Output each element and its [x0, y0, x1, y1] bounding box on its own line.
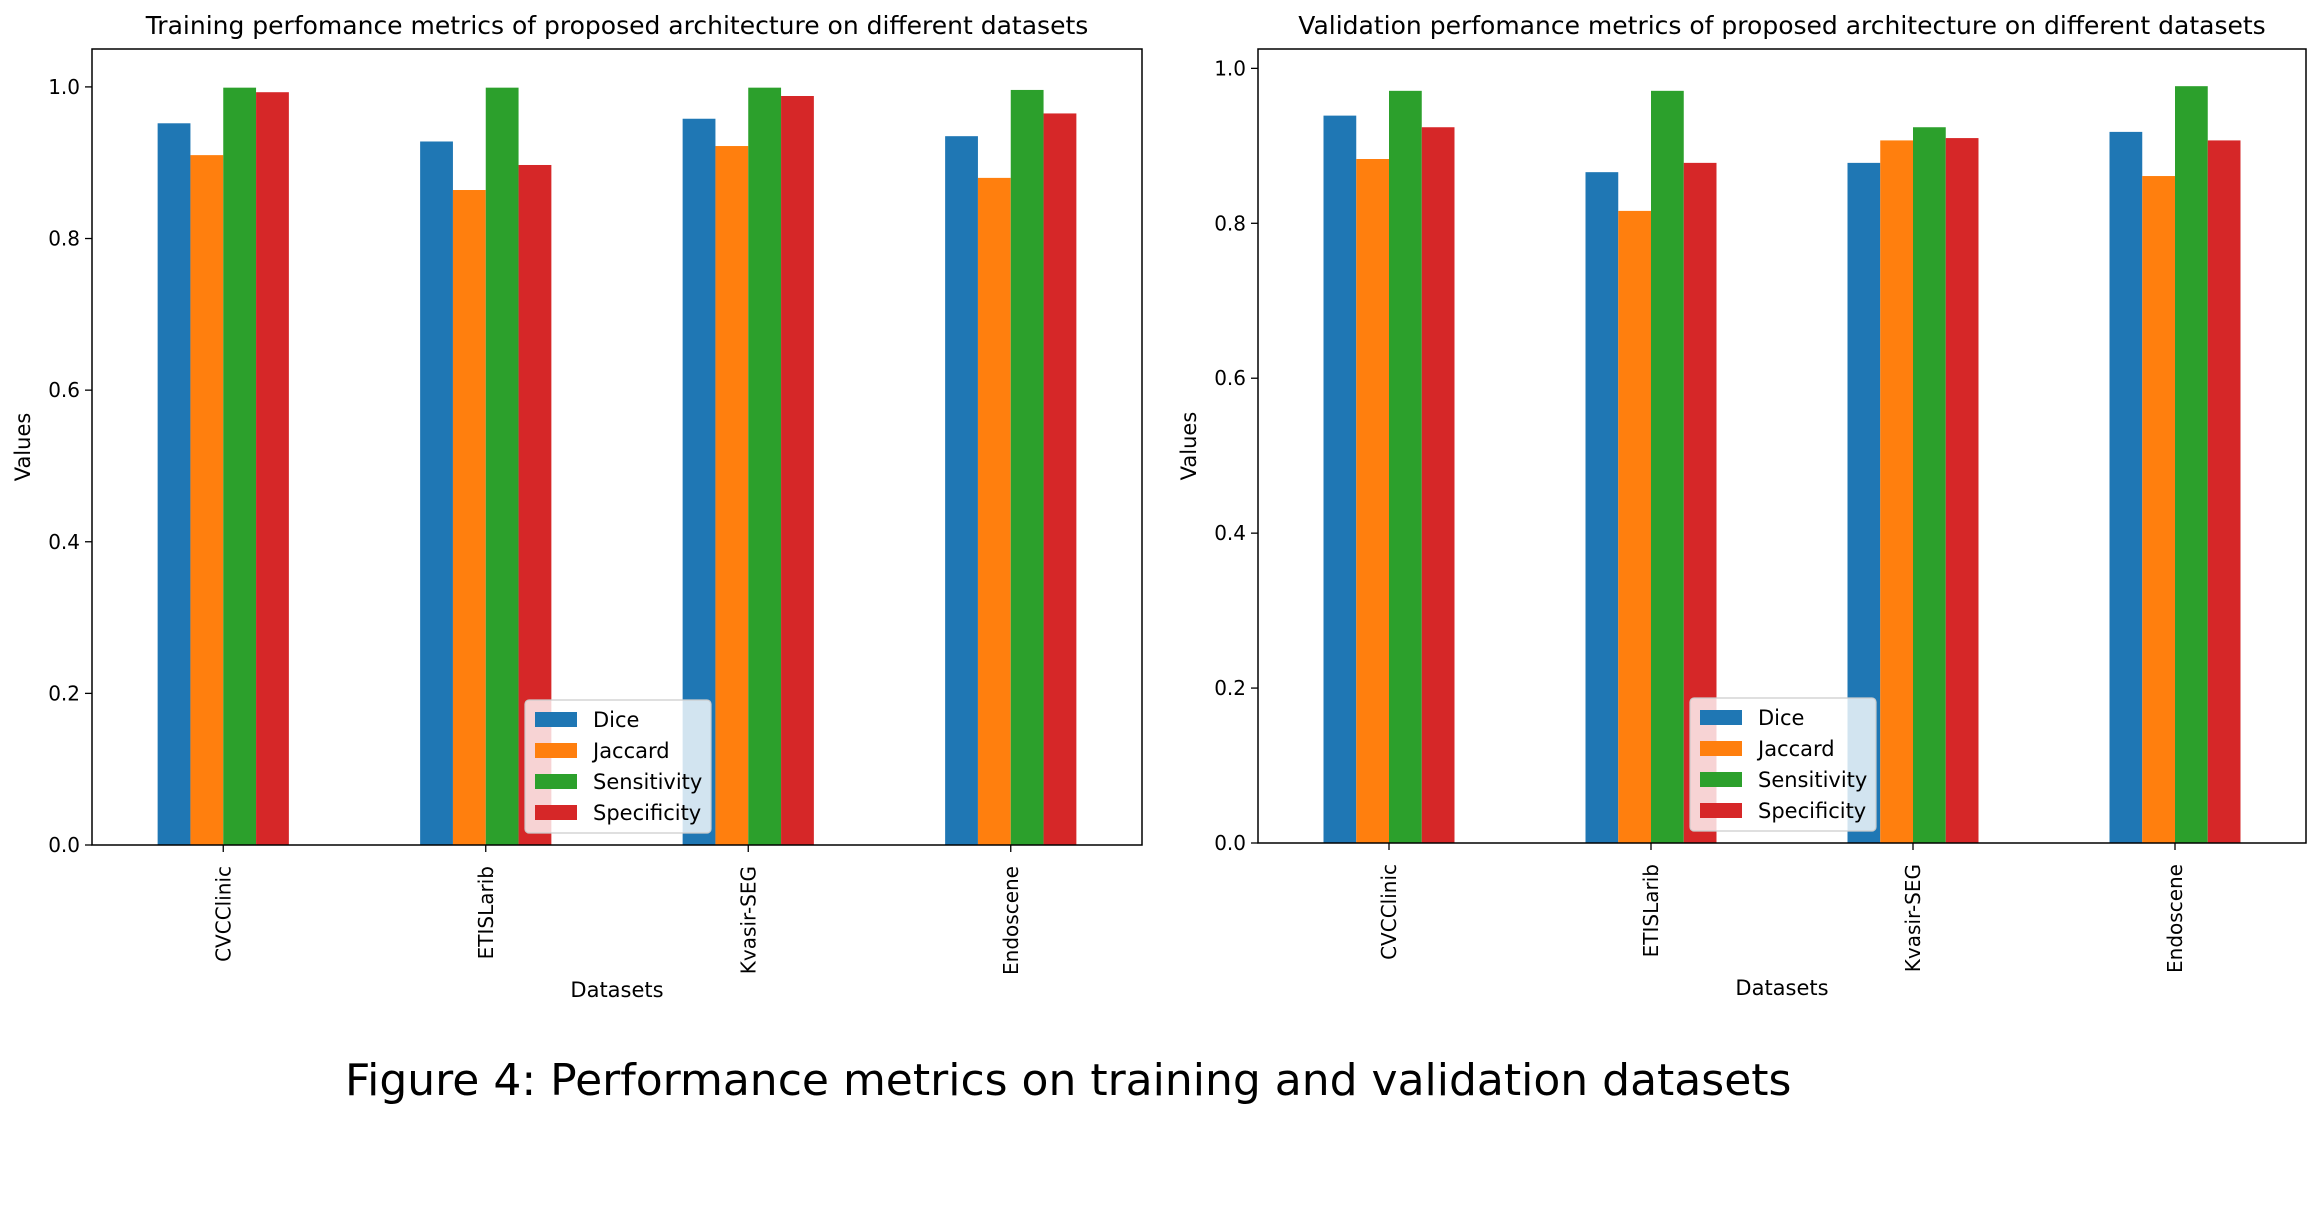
bar-jaccard-etislarib — [452, 190, 486, 845]
legend-label-dice: Dice — [593, 708, 639, 732]
y-tick-label: 0.2 — [1214, 676, 1246, 700]
bar-dice-cvcclinic — [1323, 115, 1357, 844]
bar-sensitivity-kvasir-seg — [748, 87, 782, 845]
x-tick-label-kvasir-seg: Kvasir-SEG — [736, 866, 760, 974]
bar-jaccard-etislarib — [1618, 210, 1651, 843]
x-tick-label-cvcclinic: CVCClinic — [1377, 864, 1401, 960]
y-tick-label: 0.0 — [48, 833, 80, 857]
legend-label-specificity: Specificity — [593, 801, 701, 825]
x-tick-label-cvcclinic: CVCClinic — [211, 866, 235, 962]
bar-jaccard-endoscene — [2142, 176, 2175, 844]
y-tick-label: 1.0 — [1214, 56, 1246, 80]
legend-label-jaccard: Jaccard — [591, 739, 670, 763]
bar-jaccard-cvcclinic — [1356, 159, 1389, 843]
x-tick-label-etislarib: ETISLarib — [474, 866, 498, 959]
plot-frame — [91, 48, 1143, 846]
y-tick-label: 0.2 — [48, 681, 80, 705]
x-axis-label: Datasets — [570, 978, 663, 1002]
y-tick-label: 0.6 — [48, 378, 80, 402]
x-tick-label-etislarib: ETISLarib — [1639, 864, 1663, 957]
bar-jaccard-kvasir-seg — [715, 146, 749, 846]
bar-sensitivity-etislarib — [1651, 90, 1684, 843]
bar-specificity-kvasir-seg — [1945, 138, 1979, 843]
bar-specificity-kvasir-seg — [781, 96, 814, 845]
bar-specificity-cvcclinic — [1421, 127, 1455, 844]
x-tick-label-endoscene: Endoscene — [2163, 864, 2187, 973]
legend-box — [524, 699, 712, 834]
bar-dice-etislarib — [420, 141, 453, 846]
legend: Dice Jaccard Sensitivity Specificity — [1689, 697, 1877, 832]
bar-jaccard-kvasir-seg — [1880, 140, 1913, 843]
validation-chart: Validation perfomance metrics of propose… — [1177, 11, 2307, 1000]
legend-label-specificity: Specificity — [1758, 799, 1866, 823]
bar-sensitivity-cvcclinic — [223, 87, 257, 845]
legend-swatch-specificity — [535, 805, 577, 820]
bar-dice-endoscene — [945, 136, 978, 845]
legend-swatch-sensitivity — [535, 774, 577, 789]
legend-swatch-specificity — [1700, 803, 1742, 818]
y-tick-label: 1.0 — [48, 75, 80, 99]
bar-jaccard-cvcclinic — [190, 155, 224, 845]
y-axis-label: Values — [1177, 412, 1201, 481]
bar-sensitivity-cvcclinic — [1389, 90, 1422, 843]
y-tick-label: 0.8 — [48, 227, 80, 251]
y-tick-label: 0.4 — [48, 530, 80, 554]
bar-sensitivity-kvasir-seg — [1913, 127, 1946, 844]
x-tick-label-kvasir-seg: Kvasir-SEG — [1901, 864, 1925, 972]
bar-specificity-endoscene — [2207, 140, 2241, 843]
bar-jaccard-endoscene — [977, 177, 1011, 845]
legend-swatch-jaccard — [1700, 741, 1742, 756]
bar-specificity-cvcclinic — [256, 92, 289, 845]
legend-swatch-dice — [1700, 710, 1742, 725]
legend-label-jaccard: Jaccard — [1756, 737, 1835, 761]
legend-label-sensitivity: Sensitivity — [593, 770, 702, 794]
training-chart: Training perfomance metrics of proposed … — [11, 11, 1143, 1002]
chart-title: Validation perfomance metrics of propose… — [1298, 11, 2265, 40]
x-tick-label-endoscene: Endoscene — [999, 866, 1023, 975]
plot-frame — [1257, 48, 2307, 844]
figure-caption: Figure 4: Performance metrics on trainin… — [345, 1055, 1792, 1106]
x-axis-label: Datasets — [1735, 976, 1828, 1000]
chart-title: Training perfomance metrics of proposed … — [145, 11, 1089, 40]
legend-swatch-sensitivity — [1700, 772, 1742, 787]
y-tick-label: 0.4 — [1214, 521, 1246, 545]
y-axis-label: Values — [11, 413, 35, 482]
legend-swatch-dice — [535, 712, 577, 727]
bar-specificity-endoscene — [1043, 113, 1077, 845]
y-tick-label: 0.8 — [1214, 211, 1246, 235]
bar-sensitivity-endoscene — [1010, 89, 1044, 845]
legend-label-sensitivity: Sensitivity — [1758, 768, 1867, 792]
bar-sensitivity-endoscene — [2175, 86, 2208, 844]
y-tick-label: 0.0 — [1214, 831, 1246, 855]
bar-dice-etislarib — [1585, 172, 1619, 844]
bar-sensitivity-etislarib — [485, 87, 519, 845]
bar-dice-cvcclinic — [157, 123, 191, 846]
bar-dice-endoscene — [2109, 131, 2143, 843]
legend-box — [1689, 697, 1877, 832]
legend-label-dice: Dice — [1758, 706, 1804, 730]
y-tick-label: 0.6 — [1214, 366, 1246, 390]
legend-swatch-jaccard — [535, 743, 577, 758]
legend: Dice Jaccard Sensitivity Specificity — [524, 699, 712, 834]
